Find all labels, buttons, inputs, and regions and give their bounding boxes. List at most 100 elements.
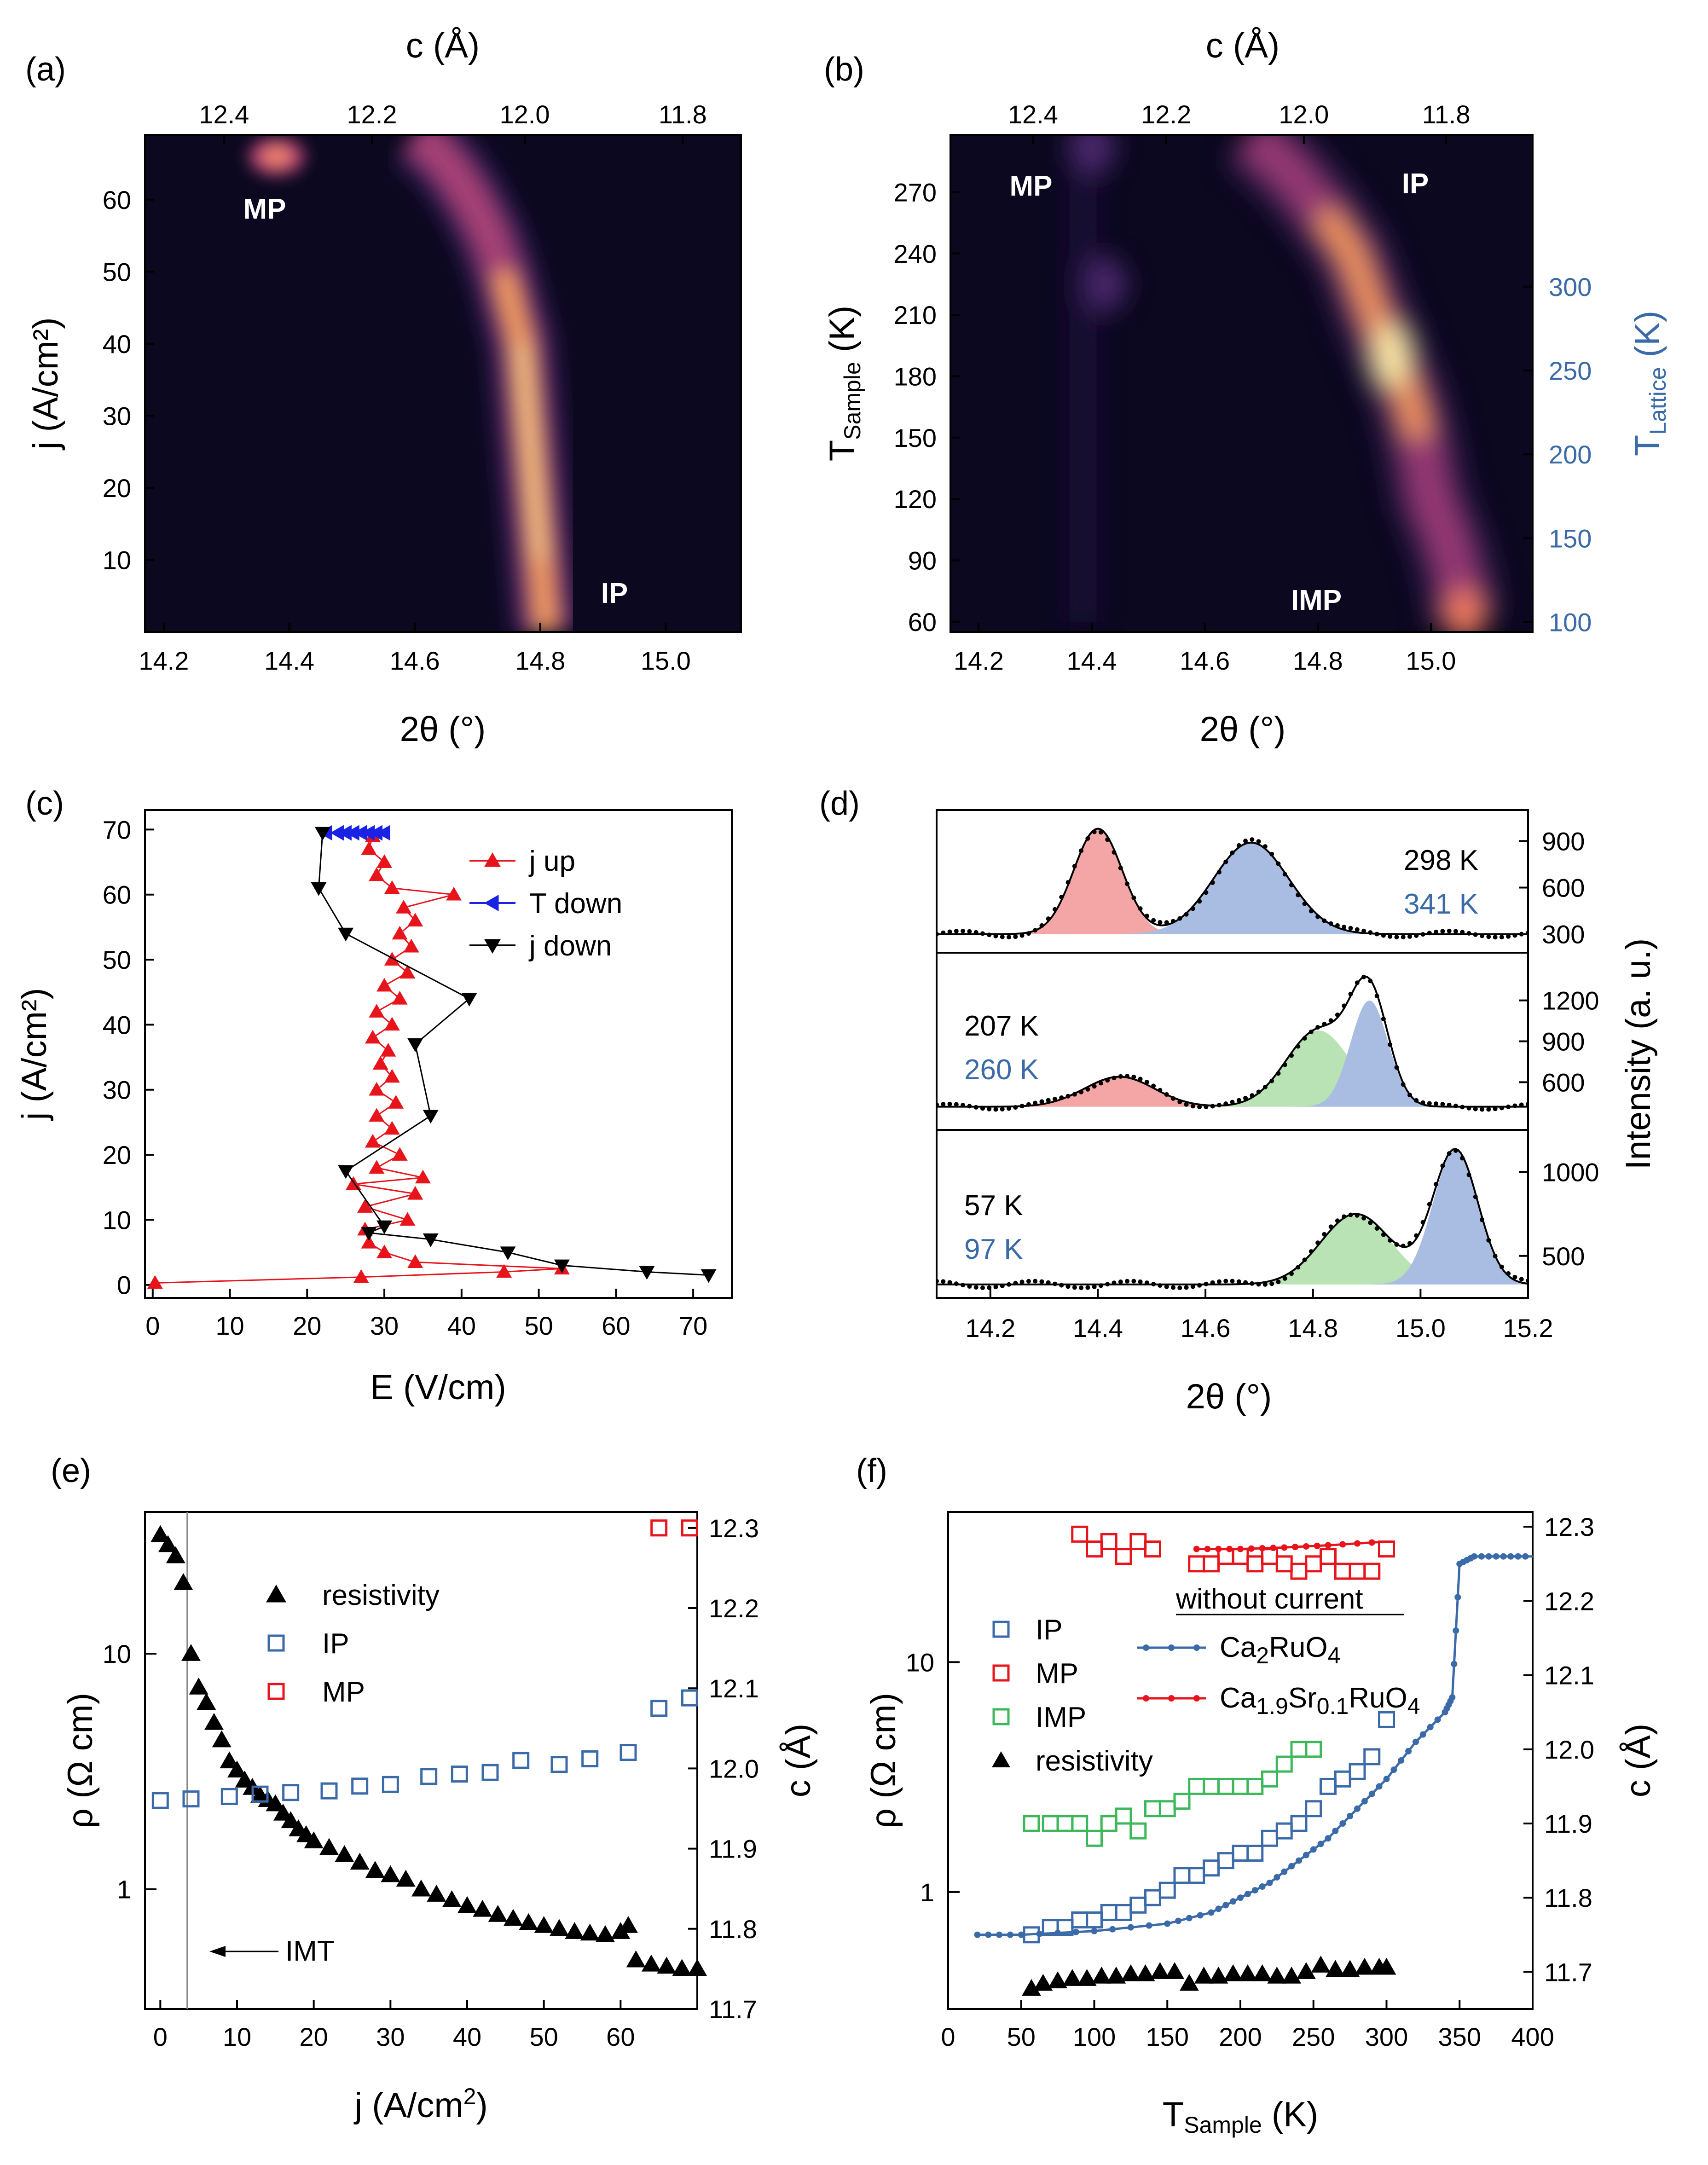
data-point [1309,1029,1314,1034]
y-tick-label: 1000 [1542,1158,1599,1187]
data-point [1420,1220,1425,1225]
right-tick-label: 12.1 [1544,1661,1594,1690]
data-point [330,825,344,841]
peak-fill-blue [937,1150,1528,1285]
data-point [1320,1777,1337,1795]
right-tick-label: 250 [1549,356,1592,385]
series-IP [151,1689,698,1809]
heatmap-panel-b: 14.2 14.4 14.6 14.8 15.0 60 90 120 150 180 210 240 2… [822,26,1671,749]
data-point [1158,1881,1176,1899]
data-point [1303,1543,1309,1550]
data-point [1203,1555,1220,1573]
data-point [1223,1101,1228,1106]
data-point [1427,1202,1432,1207]
data-point [1290,1563,1308,1580]
data-point [1434,929,1439,934]
data-point [369,867,385,881]
data-point [1447,1102,1452,1107]
legend-label: Ca2RuO4 [1220,1632,1340,1668]
data-point [1401,1244,1406,1249]
data-point [189,1678,208,1695]
subplot-1: 300 600 900 298 K 341 K [936,809,1585,954]
legend: resistivity IP MP [266,1580,440,1708]
data-point [1290,1741,1308,1758]
x-tick-label: 0 [145,1311,160,1340]
data-point [1013,934,1018,939]
data-point [1303,1852,1309,1858]
data-point [1453,1103,1458,1108]
data-point [1460,930,1465,935]
right-tick-label: 300 [1549,272,1592,301]
mp-column [1069,172,1097,622]
ridge-peak [1372,324,1410,388]
data-point [1115,1807,1132,1825]
data-point [1184,912,1189,917]
data-point [1478,1553,1485,1560]
y-axis-label: ρ (Ω cm) [864,1693,903,1828]
data-point [1204,890,1209,895]
right-tick-label: 11.9 [709,1835,757,1864]
x-tick-label: 15.0 [1395,1314,1446,1343]
data-point [1275,1755,1293,1773]
data-point [1197,1105,1202,1110]
data-point [1171,1096,1175,1101]
data-point [423,1110,439,1124]
data-point [1335,1012,1340,1017]
data-point [1165,1962,1185,1979]
data-point [1335,923,1340,928]
legend-marker [484,895,499,911]
series-IMP [1023,1741,1322,1847]
data-point [1302,1257,1307,1262]
scatter-panel-f: 0 50 100 150 200 250 300 350 400 1 10 11.7 11.8 11.9 1… [864,1511,1658,2138]
subplot-content [937,974,1528,1112]
data-point [1282,1062,1287,1067]
data-point [1164,1092,1169,1097]
data-point [1434,1181,1439,1187]
data-point [1499,935,1504,940]
data-point [1144,1280,1149,1285]
data-point [1266,1879,1273,1886]
data-point [1042,1815,1059,1832]
data-point [1056,1815,1074,1832]
data-point [396,1870,416,1887]
data-point [1246,1777,1264,1795]
y-axis-label: j (A/cm²) [26,317,65,450]
data-point [1236,843,1241,848]
data-point [380,1042,396,1057]
data-point [1493,1254,1498,1259]
map-label-imp: IMP [1291,585,1342,616]
data-point [1215,1905,1222,1912]
data-point [1019,1279,1025,1285]
data-point [1053,907,1057,912]
data-point [519,1913,538,1930]
data-point [372,1056,388,1070]
data-point [1085,1087,1090,1092]
data-point [1275,1555,1293,1573]
data-point [1388,934,1393,939]
data-point [534,1916,554,1933]
data-point [1378,1540,1395,1558]
data-point [1086,1829,1103,1847]
data-point [1342,1003,1347,1008]
data-point [980,931,985,936]
data-point [550,1919,569,1936]
data-point [1315,914,1320,919]
data-point [1184,1102,1189,1107]
top-tick-label: 12.0 [499,100,550,129]
data-point [220,1788,238,1805]
data-point [446,886,462,901]
data-point [1131,895,1136,900]
data-point [1210,1280,1215,1285]
data-point [1158,1800,1176,1818]
data-point [967,1104,972,1109]
data-point [1079,1089,1084,1094]
data-point [1071,1911,1088,1929]
data-point [1125,1279,1130,1284]
data-point [1348,1212,1353,1217]
data-point [1125,881,1130,886]
data-point [1026,1279,1031,1284]
y-tick-label: 150 [894,423,937,452]
y-tick-label: 1 [117,1875,131,1904]
x-axis-label: 2θ (°) [400,710,486,749]
data-point [351,1777,369,1795]
